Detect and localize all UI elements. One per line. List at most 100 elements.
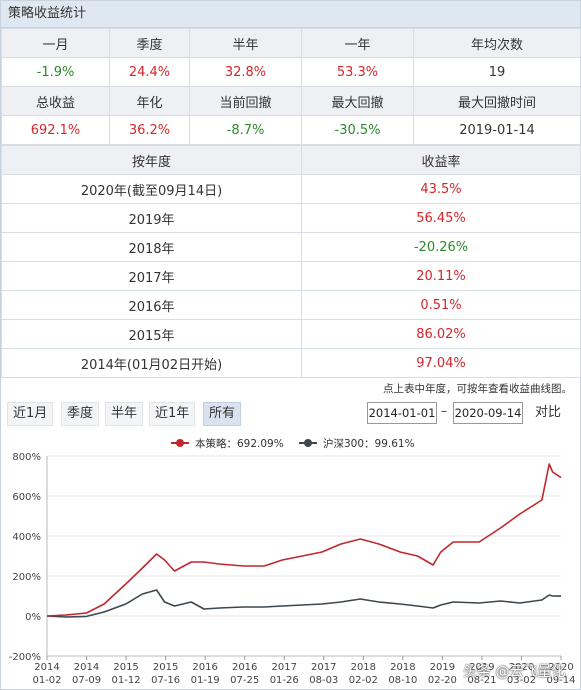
stat-label-annual-trades: 年均次数 bbox=[413, 28, 581, 58]
y-tick-label: 200% bbox=[12, 572, 41, 583]
stat-value-halfyear: 32.8% bbox=[189, 57, 302, 87]
stat-label-current-drawdown: 当前回撤 bbox=[189, 86, 302, 116]
x-tick-year: 2017 bbox=[272, 662, 297, 673]
series-line bbox=[46, 463, 562, 617]
yearly-return: 86.02% bbox=[301, 319, 581, 349]
y-tick-label: 0% bbox=[25, 612, 41, 623]
chart-series bbox=[46, 463, 562, 618]
yearly-year[interactable]: 2015年 bbox=[1, 319, 302, 349]
stat-value-total-return: 692.1% bbox=[1, 115, 110, 145]
legend-marker-dot bbox=[176, 439, 184, 447]
yearly-header-return: 收益率 bbox=[301, 145, 581, 175]
panel-title: 策略收益统计 bbox=[1, 1, 580, 28]
watermark: 头条 @云飞量化 bbox=[463, 664, 566, 680]
stats-value-row-1: -1.9% 24.4% 32.8% 53.3% 19 bbox=[1, 57, 581, 87]
yearly-return: 20.11% bbox=[301, 261, 581, 291]
yearly-year[interactable]: 2017年 bbox=[1, 261, 302, 291]
range-button-all[interactable]: 所有 bbox=[203, 402, 242, 426]
y-tick-label: 400% bbox=[12, 532, 41, 543]
x-axis: 2014 01-02 2014 07-09 2015 01-12 2015 07-16 2016… bbox=[32, 655, 576, 686]
range-button-1m[interactable]: 近1月 bbox=[7, 402, 54, 426]
x-tick-year: 2016 bbox=[192, 662, 217, 673]
yearly-year[interactable]: 2018年 bbox=[1, 232, 302, 262]
x-tick-year: 2015 bbox=[153, 662, 178, 673]
chart-hint-note: 点上表中年度，可按年查看收益曲线图。 bbox=[383, 383, 572, 395]
yearly-return: 0.51% bbox=[301, 290, 581, 320]
yearly-return: 43.5% bbox=[301, 174, 581, 204]
compare-button[interactable]: 对比 bbox=[535, 405, 562, 420]
stat-value-annual-trades: 19 bbox=[413, 57, 581, 87]
stat-label-quarter: 季度 bbox=[109, 28, 190, 58]
x-tick-year: 2019 bbox=[469, 662, 494, 673]
x-tick-year: 2020 bbox=[509, 662, 534, 673]
x-tick-date: 08-21 bbox=[467, 675, 496, 686]
stat-value-month: -1.9% bbox=[1, 57, 110, 87]
x-tick-year: 2019 bbox=[430, 662, 455, 673]
y-tick-label: 800% bbox=[12, 452, 41, 463]
chart-legend: 本策略：692.09% 沪深300：99.61% bbox=[171, 437, 415, 450]
yearly-return: 56.45% bbox=[301, 203, 581, 233]
stat-label-total-return: 总收益 bbox=[1, 86, 110, 116]
stats-value-row-2: 692.1% 36.2% -8.7% -30.5% 2019-01-14 bbox=[1, 115, 581, 145]
stat-value-max-drawdown-date: 2019-01-14 bbox=[413, 115, 581, 145]
x-tick-date: 01-19 bbox=[191, 675, 220, 686]
yearly-row-2019[interactable]: 2019年 56.45% bbox=[1, 203, 581, 233]
x-tick-date: 08-10 bbox=[388, 675, 417, 686]
yearly-year[interactable]: 2014年(01月02日开始) bbox=[1, 348, 302, 378]
legend-marker-dot bbox=[304, 439, 312, 447]
x-tick-date: 01-26 bbox=[270, 675, 299, 686]
y-tick-label: -200% bbox=[9, 652, 41, 663]
stat-label-max-drawdown: 最大回撤 bbox=[301, 86, 414, 116]
range-button-1y[interactable]: 近1年 bbox=[149, 402, 196, 426]
stat-label-year: 一年 bbox=[301, 28, 414, 58]
legend-label: 本策略：692.09% bbox=[195, 437, 284, 450]
yearly-row-2020[interactable]: 2020年(截至09月14日) 43.5% bbox=[1, 174, 581, 204]
x-tick-date: 02-02 bbox=[349, 675, 378, 686]
yearly-row-2018[interactable]: 2018年 -20.26% bbox=[1, 232, 581, 262]
yearly-header-year: 按年度 bbox=[1, 145, 302, 175]
range-button-quarter[interactable]: 季度 bbox=[61, 402, 100, 426]
yearly-year[interactable]: 2016年 bbox=[1, 290, 302, 320]
yearly-return: -20.26% bbox=[301, 232, 581, 262]
stat-value-current-drawdown: -8.7% bbox=[189, 115, 302, 145]
x-tick-date: 09-14 bbox=[546, 675, 575, 686]
yearly-year[interactable]: 2020年(截至09月14日) bbox=[1, 174, 302, 204]
stat-label-annualized: 年化 bbox=[109, 86, 190, 116]
legend-label: 沪深300：99.61% bbox=[323, 437, 415, 450]
x-tick-date: 07-09 bbox=[72, 675, 101, 686]
x-tick-date: 01-02 bbox=[32, 675, 61, 686]
stats-header-row-2: 总收益 年化 当前回撤 最大回撤 最大回撤时间 bbox=[1, 86, 581, 116]
x-tick-date: 03-02 bbox=[507, 675, 536, 686]
yearly-header-row: 按年度 收益率 bbox=[1, 145, 581, 175]
x-tick-year: 2016 bbox=[232, 662, 257, 673]
x-tick-date: 08-03 bbox=[309, 675, 338, 686]
stats-header-row-1: 一月 季度 半年 一年 年均次数 bbox=[1, 28, 581, 58]
x-tick-date: 02-20 bbox=[428, 675, 457, 686]
x-tick-date: 07-25 bbox=[230, 675, 259, 686]
stat-value-max-drawdown: -30.5% bbox=[301, 115, 414, 145]
chart-grid bbox=[47, 455, 561, 657]
yearly-return-table: 按年度 收益率 2020年(截至09月14日) 43.5% 2019年 56.4… bbox=[1, 145, 581, 378]
x-tick-year: 2014 bbox=[34, 662, 59, 673]
stat-label-month: 一月 bbox=[1, 28, 110, 58]
yearly-year[interactable]: 2019年 bbox=[1, 203, 302, 233]
yearly-return: 97.04% bbox=[301, 348, 581, 378]
x-tick-year: 2014 bbox=[74, 662, 99, 673]
x-tick-year: 2018 bbox=[390, 662, 415, 673]
yearly-row-2017[interactable]: 2017年 20.11% bbox=[1, 261, 581, 291]
stat-value-annualized: 36.2% bbox=[109, 115, 190, 145]
stat-label-max-drawdown-date: 最大回撤时间 bbox=[413, 86, 581, 116]
x-tick-date: 01-12 bbox=[112, 675, 141, 686]
stat-value-year: 53.3% bbox=[301, 57, 414, 87]
return-curve-chart: 本策略：692.09% 沪深300：99.61% 800% 600% 400% 200%… bbox=[9, 437, 576, 686]
end-date-input[interactable]: 2020-09-14 bbox=[453, 402, 523, 424]
range-button-halfyear[interactable]: 半年 bbox=[105, 402, 144, 426]
x-tick-year: 2020 bbox=[548, 662, 573, 673]
yearly-row-2016[interactable]: 2016年 0.51% bbox=[1, 290, 581, 320]
y-tick-label: 600% bbox=[12, 492, 41, 503]
yearly-row-2014[interactable]: 2014年(01月02日开始) 97.04% bbox=[1, 348, 581, 378]
start-date-input[interactable]: 2014-01-01 bbox=[367, 402, 437, 424]
yearly-row-2015[interactable]: 2015年 86.02% bbox=[1, 319, 581, 349]
stat-label-halfyear: 半年 bbox=[189, 28, 302, 58]
